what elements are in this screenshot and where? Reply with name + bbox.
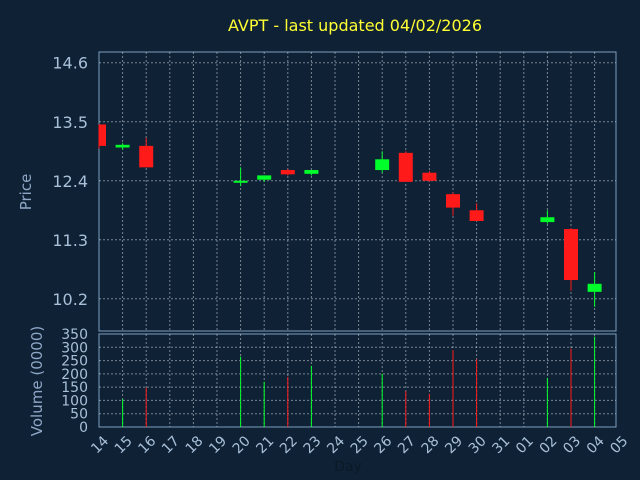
volume-tick-label: 50 (70, 407, 88, 423)
volume-tick-label: 150 (61, 380, 88, 396)
candle-body (422, 172, 437, 181)
volume-axis-label: Volume (0000) (28, 326, 46, 436)
volume-tick-label: 350 (61, 327, 88, 343)
candle-body (587, 283, 602, 292)
candle-body (540, 217, 555, 223)
volume-bars (122, 336, 596, 427)
price-axis-label: Price (17, 174, 35, 211)
price-tick-labels: 14.6 13.5 12.4 11.3 10.2 (52, 54, 88, 309)
price-tick-label: 13.5 (52, 113, 88, 132)
candle-body (564, 229, 578, 281)
volume-tick-label: 0 (79, 420, 88, 436)
candle-body (398, 152, 413, 182)
price-tick-label: 11.3 (52, 231, 88, 250)
x-tick-labels: 14 15 16 17 18 19 20 21 22 23 24 25 26 27 28 29 30 31 01 02… (88, 433, 631, 457)
price-tick-label: 10.2 (52, 290, 88, 309)
candle-body (233, 180, 248, 183)
chart-title: AVPT - last updated 04/02/2026 (228, 16, 482, 35)
volume-plot-area (98, 333, 617, 428)
price-tick-label: 14.6 (52, 54, 88, 73)
volume-tick-label: 200 (61, 367, 88, 383)
candle-body (115, 144, 130, 148)
volume-tick-label: 300 (61, 340, 88, 356)
price-plot-area (98, 51, 617, 332)
candle-body (280, 170, 295, 175)
price-tick-label: 12.4 (52, 172, 88, 191)
volume-tick-label: 250 (61, 354, 88, 370)
candle-body (375, 159, 390, 171)
candle-body (139, 145, 154, 168)
candle-body (257, 175, 272, 180)
candle-body (99, 124, 106, 146)
candle-body (446, 194, 460, 208)
price-panel: 14.6 13.5 12.4 11.3 10.2 Price (17, 51, 617, 332)
candle-body (469, 210, 484, 222)
candles (98, 124, 602, 307)
volume-tick-label: 100 (61, 393, 88, 409)
candle-body (304, 170, 319, 174)
x-axis-label: Day (334, 459, 362, 475)
